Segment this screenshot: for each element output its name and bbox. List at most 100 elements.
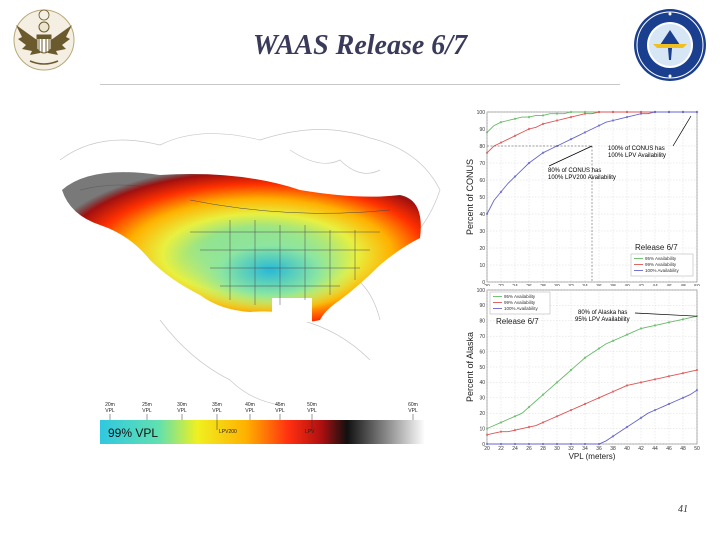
- x-tick-label: 26: [526, 446, 532, 452]
- x-tick-label: 46: [666, 446, 672, 452]
- y-tick-label: 40: [479, 212, 485, 218]
- data-point: [653, 324, 657, 327]
- data-point: [569, 110, 573, 114]
- x-tick-label: 48: [680, 446, 686, 452]
- data-point: [485, 442, 489, 446]
- data-point: [499, 190, 503, 194]
- data-point: [583, 131, 587, 134]
- annotation-text: 100% LPV Availability: [608, 153, 666, 159]
- data-point: [541, 122, 545, 126]
- x-tick-label: 32: [568, 284, 574, 286]
- x-tick-label: 46: [666, 284, 672, 286]
- data-point: [569, 442, 573, 446]
- data-point: [541, 442, 545, 446]
- waas-coverage-map: [59, 129, 441, 406]
- data-point: [541, 393, 545, 396]
- vpl-colorbar: 20m VPL 25m VPL 30m VPL 35m VPL 40m VPL …: [100, 402, 425, 444]
- data-point: [569, 138, 573, 141]
- y-tick-label: 20: [479, 246, 485, 252]
- x-tick-label: 32: [568, 446, 574, 452]
- data-point: [583, 402, 587, 406]
- data-point: [625, 384, 629, 387]
- gulf-region: [272, 298, 312, 322]
- data-point: [639, 112, 643, 115]
- x-tick-label: 26: [526, 284, 532, 286]
- y-tick-label: 20: [479, 411, 485, 417]
- data-point: [625, 110, 629, 114]
- slide-title: WAAS Release 6/7: [252, 30, 468, 61]
- data-point: [499, 141, 503, 144]
- annotation-text: 100% LPV200 Availability: [548, 175, 616, 181]
- data-point: [625, 115, 629, 119]
- great-seal-icon: [13, 9, 75, 71]
- data-point: [555, 381, 559, 384]
- y-axis-label: Percent of Alaska: [465, 332, 475, 402]
- x-tick-label: 38: [610, 446, 616, 452]
- annotation-text: 100% of CONUS has: [608, 146, 665, 152]
- x-tick-label: 34: [582, 446, 588, 452]
- x-tick-label: 22: [498, 446, 504, 452]
- data-point: [597, 396, 601, 399]
- data-point: [611, 390, 615, 393]
- data-point: [555, 442, 559, 446]
- y-tick-label: 30: [479, 396, 485, 402]
- legend-entry: 100% Availability: [504, 306, 538, 311]
- x-axis-label: VPL (meters): [569, 452, 616, 461]
- lpv200-label: LPV200: [219, 429, 237, 435]
- cb-tick-top: 60m: [408, 402, 418, 408]
- data-point: [597, 110, 601, 114]
- data-point: [611, 435, 615, 438]
- data-point: [555, 112, 559, 115]
- cb-tick-top: 35m: [212, 402, 222, 408]
- legend-title: Release 6/7: [635, 243, 678, 252]
- x-tick-label: 42: [638, 284, 644, 286]
- lpv-label: LPV: [305, 429, 315, 435]
- y-tick-label: 70: [479, 334, 485, 340]
- y-tick-label: 10: [479, 426, 485, 432]
- x-tick-label: 24: [512, 284, 518, 286]
- legend-entry: 100% Availability: [645, 268, 679, 273]
- data-point: [485, 212, 489, 216]
- legend-box: [630, 253, 694, 277]
- data-point: [513, 442, 517, 446]
- data-point: [513, 175, 517, 178]
- conus-core: [180, 225, 360, 315]
- y-tick-label: 10: [479, 263, 485, 269]
- y-tick-label: 80: [479, 319, 485, 325]
- y-tick-label: 60: [479, 349, 485, 355]
- y-tick-label: 0: [482, 442, 485, 448]
- y-tick-label: 60: [479, 178, 485, 184]
- data-point: [667, 321, 671, 324]
- x-tick-label: 30: [554, 284, 560, 286]
- data-point: [499, 421, 503, 424]
- data-point: [569, 408, 573, 412]
- y-tick-label: 90: [479, 127, 485, 133]
- annotation-text: 80% of Alaska has: [578, 310, 627, 316]
- data-point: [513, 134, 517, 137]
- y-tick-label: 0: [482, 280, 485, 286]
- data-point: [611, 339, 615, 342]
- cb-tick-top: 40m: [245, 402, 255, 408]
- colorbar-ticks: 20m VPL 25m VPL 30m VPL 35m VPL 40m VPL …: [105, 402, 418, 430]
- page-number: 41: [678, 504, 688, 515]
- state-borders: [189, 199, 391, 305]
- x-tick-label: 38: [610, 284, 616, 286]
- data-point: [639, 416, 643, 419]
- data-point: [597, 347, 601, 350]
- data-point: [625, 425, 629, 429]
- data-point: [485, 433, 489, 436]
- cb-tick-bottom: VPL: [105, 408, 115, 414]
- data-point: [499, 121, 503, 124]
- y-tick-label: 100: [477, 288, 486, 294]
- data-point: [541, 421, 545, 424]
- data-point: [541, 114, 545, 117]
- data-point: [653, 110, 657, 114]
- legend-entry: 95% Availability: [645, 256, 677, 261]
- x-tick-label: 36: [596, 284, 602, 286]
- title-divider: [100, 84, 620, 85]
- x-tick-label: 42: [638, 446, 644, 452]
- y-tick-label: 50: [479, 195, 485, 201]
- data-point: [485, 151, 489, 154]
- cb-tick-bottom: VPL: [307, 408, 317, 414]
- data-point: [611, 119, 615, 122]
